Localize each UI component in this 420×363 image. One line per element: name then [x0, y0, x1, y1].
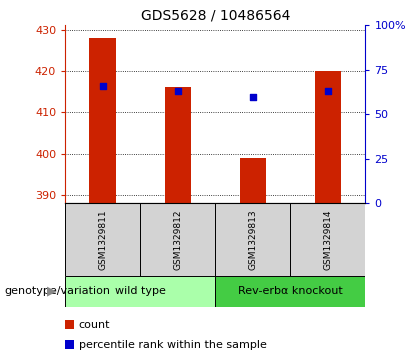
- Text: ▶: ▶: [47, 285, 57, 298]
- Point: [174, 88, 181, 94]
- Text: Rev-erbα knockout: Rev-erbα knockout: [238, 286, 343, 296]
- Text: percentile rank within the sample: percentile rank within the sample: [79, 340, 266, 350]
- Bar: [315, 71, 341, 203]
- Point: [249, 94, 256, 99]
- Point: [99, 83, 106, 89]
- Bar: [240, 158, 266, 203]
- Point: [325, 88, 331, 94]
- Text: GSM1329814: GSM1329814: [323, 209, 332, 270]
- Bar: [215, 203, 290, 276]
- Bar: [65, 276, 215, 307]
- Bar: [140, 203, 215, 276]
- Text: genotype/variation: genotype/variation: [4, 286, 110, 296]
- Bar: [290, 203, 365, 276]
- Bar: [215, 276, 365, 307]
- Bar: [65, 203, 140, 276]
- Bar: [89, 38, 116, 203]
- Text: wild type: wild type: [115, 286, 165, 296]
- Text: count: count: [79, 320, 110, 330]
- Bar: [165, 87, 191, 203]
- Title: GDS5628 / 10486564: GDS5628 / 10486564: [141, 9, 290, 23]
- Text: GSM1329813: GSM1329813: [248, 209, 257, 270]
- Text: GSM1329812: GSM1329812: [173, 209, 182, 270]
- Text: GSM1329811: GSM1329811: [98, 209, 107, 270]
